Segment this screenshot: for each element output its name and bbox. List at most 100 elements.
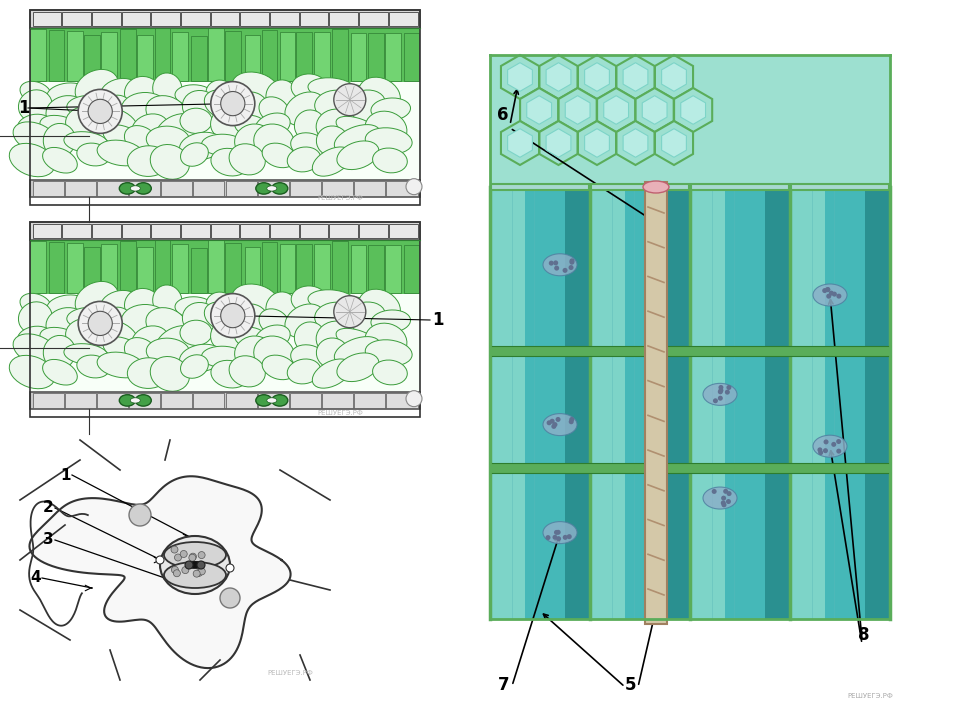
Ellipse shape <box>287 359 321 384</box>
Ellipse shape <box>206 80 236 108</box>
Text: РЕШУЕГЭ.РФ: РЕШУЕГЭ.РФ <box>267 670 313 676</box>
FancyBboxPatch shape <box>181 223 209 238</box>
Circle shape <box>727 385 732 390</box>
Text: 7: 7 <box>498 676 510 694</box>
Circle shape <box>181 567 189 574</box>
Ellipse shape <box>272 395 288 406</box>
Ellipse shape <box>103 307 132 336</box>
Circle shape <box>826 287 830 292</box>
FancyBboxPatch shape <box>97 181 128 196</box>
Ellipse shape <box>234 115 266 135</box>
FancyBboxPatch shape <box>137 247 153 293</box>
Ellipse shape <box>204 90 241 120</box>
Circle shape <box>221 304 245 328</box>
Text: 8: 8 <box>858 626 870 644</box>
Ellipse shape <box>202 134 245 156</box>
Circle shape <box>725 390 730 395</box>
Polygon shape <box>597 88 636 132</box>
Ellipse shape <box>285 92 325 126</box>
FancyBboxPatch shape <box>30 10 420 27</box>
Ellipse shape <box>317 338 348 369</box>
Ellipse shape <box>266 80 297 112</box>
Ellipse shape <box>543 521 577 544</box>
FancyBboxPatch shape <box>314 32 330 81</box>
Ellipse shape <box>151 356 189 391</box>
Ellipse shape <box>175 297 214 318</box>
Ellipse shape <box>128 145 170 176</box>
FancyBboxPatch shape <box>226 243 241 293</box>
Ellipse shape <box>47 83 86 104</box>
Ellipse shape <box>315 302 358 333</box>
Ellipse shape <box>43 336 76 369</box>
Ellipse shape <box>95 108 137 139</box>
FancyBboxPatch shape <box>386 245 401 293</box>
Ellipse shape <box>151 145 189 179</box>
FancyBboxPatch shape <box>129 393 160 408</box>
Ellipse shape <box>197 561 205 569</box>
Ellipse shape <box>10 356 55 389</box>
Ellipse shape <box>46 307 87 341</box>
Ellipse shape <box>10 143 55 176</box>
FancyBboxPatch shape <box>865 187 890 619</box>
Ellipse shape <box>20 81 51 104</box>
Ellipse shape <box>135 183 152 194</box>
Ellipse shape <box>234 124 273 158</box>
Ellipse shape <box>336 328 381 353</box>
Circle shape <box>545 535 550 540</box>
FancyBboxPatch shape <box>191 35 207 81</box>
Ellipse shape <box>132 114 169 144</box>
Polygon shape <box>616 121 655 165</box>
Circle shape <box>718 390 723 395</box>
Ellipse shape <box>291 286 327 313</box>
Ellipse shape <box>372 148 407 173</box>
Circle shape <box>226 564 234 572</box>
FancyBboxPatch shape <box>64 393 96 408</box>
Ellipse shape <box>234 304 269 337</box>
Ellipse shape <box>211 148 249 176</box>
FancyBboxPatch shape <box>122 12 151 26</box>
Polygon shape <box>578 55 616 99</box>
FancyBboxPatch shape <box>590 187 625 619</box>
Text: 2: 2 <box>43 500 54 516</box>
FancyBboxPatch shape <box>172 32 188 81</box>
Ellipse shape <box>77 355 110 378</box>
Polygon shape <box>30 476 291 668</box>
Circle shape <box>836 449 841 454</box>
Circle shape <box>726 499 731 504</box>
FancyBboxPatch shape <box>359 223 388 238</box>
FancyBboxPatch shape <box>49 242 64 293</box>
FancyBboxPatch shape <box>33 12 61 26</box>
FancyBboxPatch shape <box>290 393 321 408</box>
Ellipse shape <box>255 183 272 194</box>
Circle shape <box>180 551 187 557</box>
FancyBboxPatch shape <box>67 32 84 81</box>
Ellipse shape <box>13 122 58 153</box>
Ellipse shape <box>266 292 297 324</box>
Ellipse shape <box>180 320 212 346</box>
Ellipse shape <box>40 328 83 352</box>
Ellipse shape <box>153 285 181 316</box>
Ellipse shape <box>259 96 289 123</box>
Circle shape <box>836 294 841 299</box>
Ellipse shape <box>543 413 577 436</box>
Ellipse shape <box>262 143 296 168</box>
Circle shape <box>551 424 556 429</box>
FancyBboxPatch shape <box>155 28 170 81</box>
Circle shape <box>824 439 828 444</box>
FancyBboxPatch shape <box>208 28 225 81</box>
FancyBboxPatch shape <box>193 393 225 408</box>
FancyBboxPatch shape <box>30 82 420 180</box>
Ellipse shape <box>345 297 374 320</box>
Circle shape <box>552 422 558 427</box>
Ellipse shape <box>262 355 296 379</box>
Circle shape <box>721 495 726 500</box>
FancyBboxPatch shape <box>62 12 91 26</box>
Ellipse shape <box>65 107 107 138</box>
Ellipse shape <box>259 309 289 336</box>
FancyBboxPatch shape <box>322 181 353 196</box>
Polygon shape <box>623 63 648 91</box>
FancyBboxPatch shape <box>645 182 667 624</box>
Circle shape <box>193 570 201 577</box>
Polygon shape <box>655 121 693 165</box>
Circle shape <box>171 546 178 553</box>
